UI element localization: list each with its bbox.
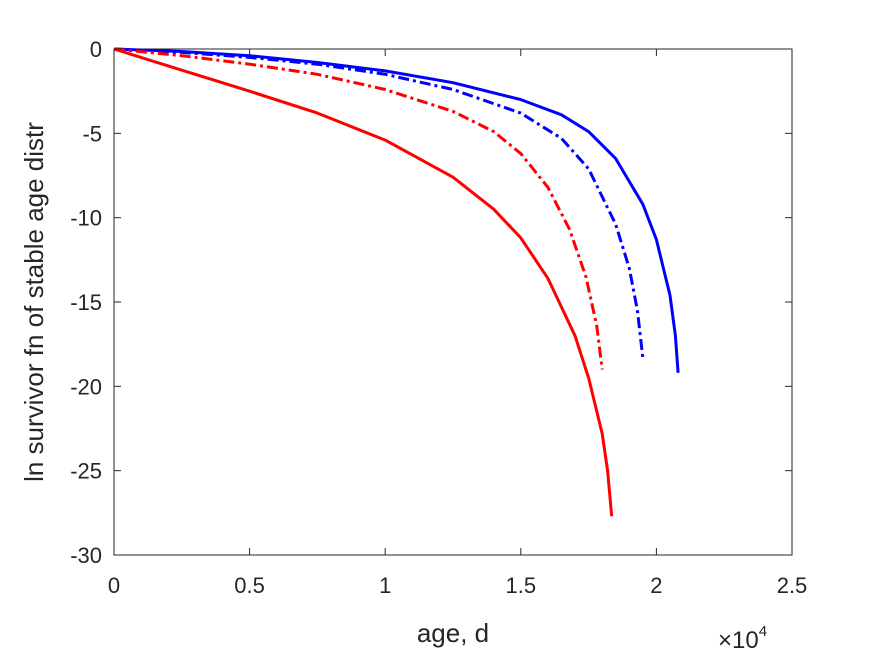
ticks-layer: 0 0.5 1 1.5 2 2.5 0 -5 -10 -15 -20 -25 -30 xyxy=(70,37,807,598)
y-tick-label: -10 xyxy=(70,206,102,231)
x-tick-label: 0.5 xyxy=(234,573,265,598)
series-line-4 xyxy=(113,47,614,517)
y-tick-label: 0 xyxy=(90,37,102,62)
x-tick-label: 2.5 xyxy=(777,573,808,598)
y-tick-label: -30 xyxy=(70,543,102,568)
x-exponent-base: ×10 xyxy=(718,627,759,654)
x-exponent-power: 4 xyxy=(759,623,767,640)
series-line-3 xyxy=(113,47,604,370)
y-tick-label: -20 xyxy=(70,374,102,399)
series-line-2 xyxy=(113,47,645,358)
y-tick-label: -5 xyxy=(82,121,102,146)
plot-area xyxy=(113,48,793,556)
x-tick-label: 1.5 xyxy=(506,573,537,598)
y-tick-label: -25 xyxy=(70,459,102,484)
series-line-1 xyxy=(113,47,680,373)
x-tick-label: 0 xyxy=(108,573,120,598)
x-tick-label: 2 xyxy=(650,573,662,598)
x-exponent-label: ×104 xyxy=(718,623,767,654)
y-axis-label: ln survivor fn of stable age distr xyxy=(19,122,49,482)
y-tick-label: -15 xyxy=(70,290,102,315)
x-tick-label: 1 xyxy=(379,573,391,598)
series-layer xyxy=(113,47,680,517)
x-axis-label: age, d xyxy=(417,618,489,648)
